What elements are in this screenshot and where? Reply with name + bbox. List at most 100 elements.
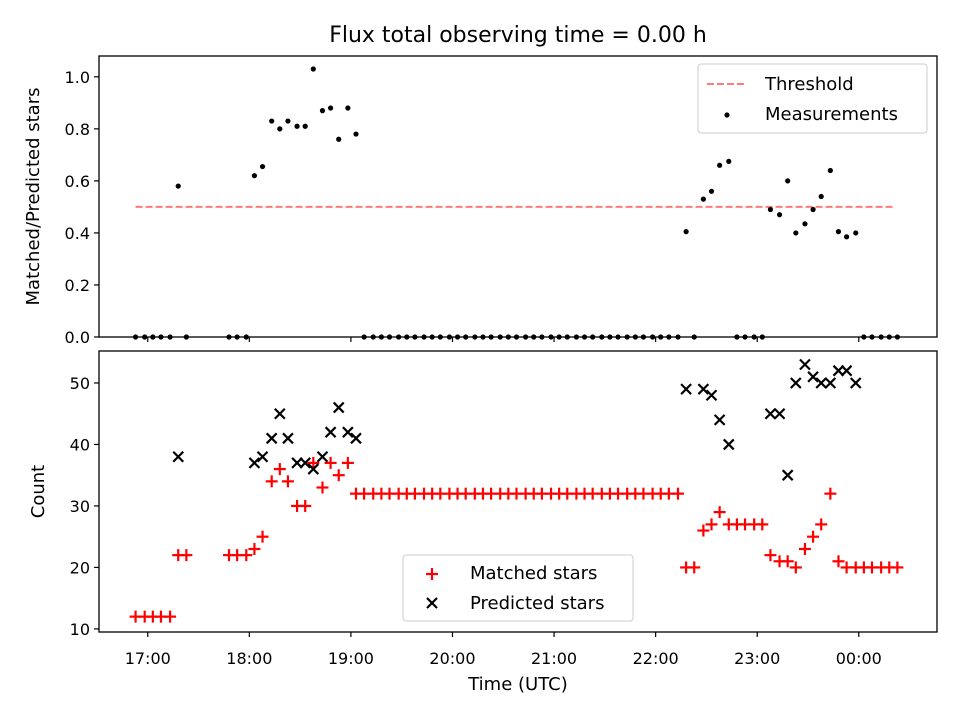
count-x-tick-label: 19:00 bbox=[328, 649, 374, 668]
measurement-point bbox=[853, 230, 859, 236]
count-y-tick-label: 10 bbox=[70, 620, 90, 639]
matched-star-marker bbox=[316, 481, 329, 494]
predicted-star-marker bbox=[274, 407, 286, 420]
predicted-star-marker bbox=[342, 426, 354, 438]
figure-title: Flux total observing time = 0.00 h bbox=[329, 23, 707, 48]
matched-star-marker bbox=[705, 518, 718, 531]
predicted-star-marker bbox=[764, 407, 777, 420]
count-x-axis-label: Time (UTC) bbox=[467, 674, 568, 695]
predicted-star-marker bbox=[705, 389, 718, 402]
measurement-point bbox=[818, 193, 824, 200]
ratio-x-axis bbox=[147, 337, 860, 342]
count-x-tick-label: 20:00 bbox=[429, 649, 475, 668]
matched-star-marker bbox=[798, 542, 811, 555]
measurement-point bbox=[259, 163, 266, 170]
predicted-star-marker bbox=[299, 457, 311, 469]
measurement-point bbox=[843, 234, 850, 240]
ratio-y-tick-label: 0.6 bbox=[65, 172, 90, 191]
ratio-panel: 0.0 0.2 0.4 0.6 0.8 1.0 Matched/Predicted sta… bbox=[23, 55, 938, 347]
matched-star-marker bbox=[764, 549, 777, 562]
matched-star-marker bbox=[265, 475, 278, 488]
matched-star-marker bbox=[832, 555, 845, 568]
count-legend-box bbox=[402, 554, 634, 622]
predicted-star-marker bbox=[799, 358, 811, 371]
matched-star-marker bbox=[807, 530, 820, 543]
predicted-star-marker bbox=[781, 469, 794, 481]
predicted-star-marker bbox=[815, 377, 827, 389]
matched-star-marker bbox=[756, 518, 769, 531]
measurement-point bbox=[767, 206, 774, 213]
measurement-point bbox=[793, 230, 799, 236]
count-plot-area bbox=[129, 358, 904, 623]
count-y-tick-label: 50 bbox=[70, 374, 90, 393]
predicted-star-marker bbox=[350, 432, 362, 445]
measurement-point bbox=[310, 66, 316, 72]
threshold-legend-label: Threshold bbox=[764, 74, 854, 95]
predicted-star-marker bbox=[332, 401, 345, 414]
measurement-point bbox=[294, 123, 300, 129]
measurement-point bbox=[285, 118, 291, 124]
ratio-y-tick-label: 0.2 bbox=[65, 276, 90, 295]
measurement-point bbox=[802, 221, 808, 227]
matched-star-marker bbox=[332, 469, 345, 482]
count-y-tick-label: 40 bbox=[70, 435, 90, 454]
ratio-legend-box bbox=[697, 63, 928, 134]
measurement-point bbox=[683, 229, 689, 235]
matched-star-marker bbox=[341, 456, 354, 469]
measurement-point bbox=[785, 178, 791, 184]
matched-stars-legend-label: Matched stars bbox=[470, 563, 597, 584]
predicted-star-marker bbox=[324, 426, 337, 438]
count-x-tick-label: 18:00 bbox=[226, 649, 272, 668]
predicted-stars-legend-label: Predicted stars bbox=[470, 593, 604, 614]
measurement-point bbox=[776, 212, 783, 218]
ratio-y-tick-label: 0.4 bbox=[65, 224, 90, 243]
count-panel: 10 20 30 40 50 17:00 18:00 19:00 20:00 21:00 22:0… bbox=[28, 350, 938, 695]
matched-star-marker bbox=[180, 549, 193, 562]
matched-star-marker bbox=[248, 542, 261, 555]
measurement-point bbox=[277, 126, 283, 132]
ratio-panel-frame bbox=[98, 55, 938, 338]
predicted-star-marker bbox=[282, 432, 294, 445]
matched-star-marker bbox=[891, 561, 904, 574]
predicted-star-marker bbox=[256, 450, 269, 463]
matched-star-marker bbox=[240, 549, 253, 562]
count-y-axis: 10 20 30 40 50 bbox=[70, 374, 99, 639]
predicted-star-marker bbox=[248, 457, 261, 469]
measurement-point bbox=[717, 162, 723, 168]
matched-star-marker bbox=[789, 561, 802, 574]
matched-stars-legend-swatch bbox=[426, 568, 438, 580]
matched-star-marker bbox=[815, 518, 828, 531]
measurement-point bbox=[726, 158, 732, 164]
count-x-tick-label: 22:00 bbox=[633, 649, 679, 668]
matched-star-marker bbox=[256, 530, 269, 543]
matched-star-marker bbox=[671, 487, 684, 500]
predicted-star-marker bbox=[722, 438, 735, 451]
measurement-point bbox=[336, 136, 342, 142]
ratio-plot-area bbox=[132, 66, 900, 340]
measurement-point bbox=[251, 173, 258, 179]
matched-star-marker bbox=[273, 463, 286, 476]
measurement-point bbox=[827, 167, 833, 174]
count-x-tick-label: 21:00 bbox=[531, 649, 577, 668]
count-panel-frame bbox=[98, 350, 938, 633]
measurement-point bbox=[810, 206, 816, 213]
measurement-point bbox=[353, 131, 359, 137]
measurement-point bbox=[302, 123, 308, 129]
matched-star-marker bbox=[164, 610, 177, 623]
ratio-y-axis-label: Matched/Predicted stars bbox=[23, 88, 44, 306]
ratio-y-tick-label: 0.0 bbox=[65, 328, 90, 347]
count-y-tick-label: 20 bbox=[70, 558, 90, 577]
count-x-tick-label: 23:00 bbox=[734, 649, 780, 668]
matched-star-marker bbox=[299, 499, 312, 512]
predicted-star-marker bbox=[849, 377, 862, 389]
measurement-point bbox=[835, 229, 842, 235]
count-x-axis: 17:00 18:00 19:00 20:00 21:00 22:00 23:00 00:00 bbox=[125, 632, 882, 668]
matched-star-marker bbox=[713, 506, 726, 519]
ratio-y-axis: 0.0 0.2 0.4 0.6 0.8 1.0 bbox=[65, 68, 99, 347]
count-y-axis-label: Count bbox=[28, 465, 49, 518]
measurements-legend-swatch bbox=[724, 112, 730, 118]
matched-star-marker bbox=[697, 524, 710, 537]
predicted-star-marker bbox=[697, 383, 710, 395]
predicted-star-marker bbox=[316, 450, 329, 463]
